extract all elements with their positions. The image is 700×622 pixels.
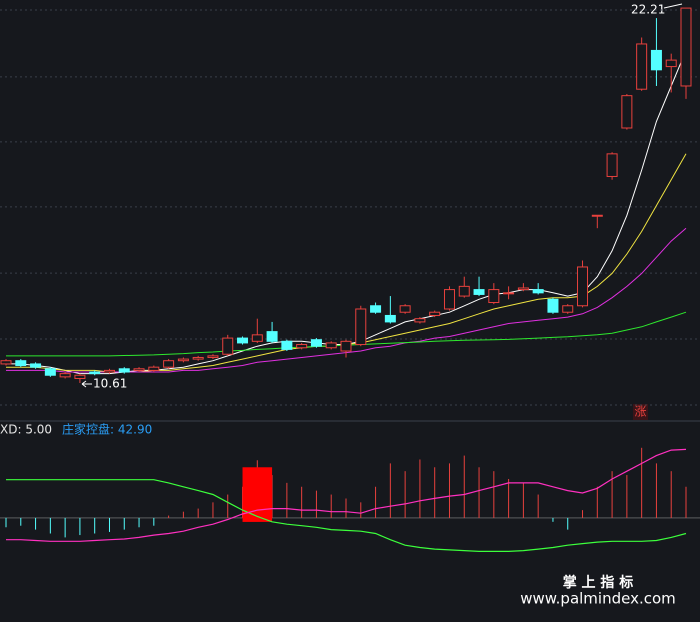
candle-body (296, 344, 308, 349)
max-label: 22.21 (631, 3, 665, 17)
candle-body (680, 7, 692, 87)
candle-body (325, 342, 337, 349)
candle-body (177, 358, 189, 362)
candle-body (59, 373, 71, 378)
candle-body (665, 59, 677, 68)
candle-body (74, 374, 86, 379)
candle-body (207, 355, 219, 358)
indicator-label: XD: 5.00 (0, 423, 52, 437)
candle-body (636, 43, 648, 90)
candle-body (399, 305, 411, 313)
candle-body (384, 314, 396, 323)
indicator-line (6, 479, 687, 552)
candle-body (414, 318, 426, 323)
website: www.palmindex.com (520, 590, 676, 608)
arrow-head (81, 380, 87, 388)
candle-body (103, 369, 115, 373)
candle-body (517, 287, 529, 291)
candle-body (621, 95, 633, 129)
candle-body (532, 289, 544, 294)
candle-body (44, 368, 56, 376)
candle-body (429, 311, 441, 316)
candle-body (547, 298, 559, 313)
indicator-block (242, 467, 273, 522)
indicator-label: 庄家控盘: 42.90 (62, 422, 152, 437)
candle-body (133, 368, 145, 371)
candle-body (488, 289, 500, 304)
candle-body (606, 153, 618, 177)
candle-body (340, 340, 352, 352)
candle-body (15, 360, 27, 367)
candle-body (30, 363, 42, 368)
candle-body (473, 289, 485, 295)
candle-body (192, 356, 204, 360)
candle-body (222, 337, 234, 355)
min-label: 10.61 (93, 377, 127, 391)
candle-body (503, 292, 515, 295)
candle-body (370, 305, 382, 313)
candle-body (266, 331, 278, 342)
candle-body (237, 337, 249, 344)
candle-body (458, 285, 470, 297)
candle-body (310, 339, 322, 347)
candle-body (163, 360, 175, 368)
candle-body (443, 289, 455, 310)
badge-box (633, 404, 648, 420)
candle-body (89, 371, 101, 375)
badge: 涨 (634, 404, 646, 419)
candle-body (148, 366, 160, 371)
candle-body (251, 334, 263, 342)
candle-body (281, 340, 293, 350)
candle-body (591, 214, 603, 217)
candle-body (0, 360, 12, 365)
candle-body (355, 308, 367, 346)
watermark: 掌 上 指 标 (563, 574, 634, 591)
arrow (663, 3, 683, 9)
candle-body (650, 49, 662, 71)
indicator-line (6, 448, 687, 542)
candle-body (562, 305, 574, 313)
candle-body (118, 368, 130, 373)
candle-body (577, 266, 589, 307)
